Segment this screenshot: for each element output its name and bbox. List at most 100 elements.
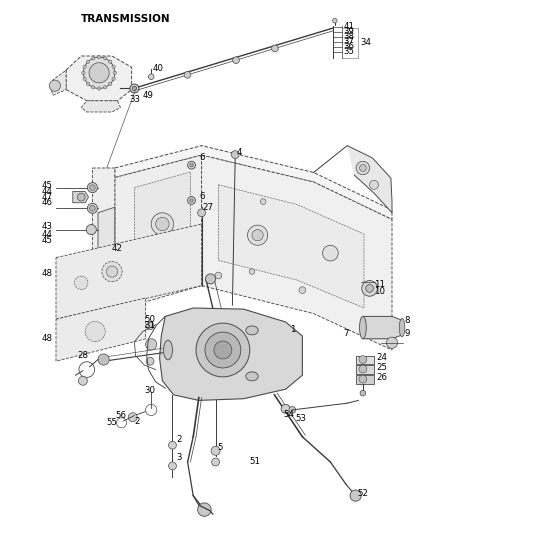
Circle shape [87,203,97,213]
Text: 27: 27 [203,203,214,212]
Circle shape [109,60,112,63]
Text: 6: 6 [199,153,204,162]
Circle shape [98,354,109,365]
Text: 44: 44 [41,187,52,196]
Circle shape [249,269,255,274]
Text: 1: 1 [290,325,296,334]
Circle shape [206,274,216,284]
Polygon shape [66,56,132,101]
Text: 41: 41 [343,22,354,31]
Circle shape [86,60,90,63]
Text: 51: 51 [249,458,260,466]
Text: 47: 47 [41,193,52,202]
Circle shape [83,57,115,88]
Circle shape [102,262,122,282]
Circle shape [109,82,112,86]
Circle shape [87,183,97,193]
Circle shape [89,63,109,83]
Text: 44: 44 [41,230,52,239]
Ellipse shape [164,340,172,360]
Circle shape [49,80,60,91]
Text: 40: 40 [153,64,164,73]
Text: 28: 28 [77,351,88,360]
Polygon shape [356,365,374,374]
Circle shape [132,86,137,91]
Text: 46: 46 [41,198,52,207]
Polygon shape [363,316,402,339]
Circle shape [360,390,366,396]
Circle shape [190,199,193,202]
Circle shape [205,332,241,368]
Circle shape [146,357,154,365]
Text: 45: 45 [41,181,52,190]
Text: 37: 37 [343,37,354,46]
Text: 48: 48 [41,269,52,278]
Circle shape [356,161,370,175]
Circle shape [212,458,220,466]
Circle shape [78,376,87,385]
Circle shape [360,165,366,171]
Ellipse shape [246,326,258,335]
Circle shape [184,72,191,78]
Circle shape [198,503,211,516]
Text: 26: 26 [376,373,388,382]
Text: 24: 24 [376,353,388,362]
Text: 2: 2 [134,417,140,426]
Circle shape [196,323,250,377]
Text: 42: 42 [112,244,123,253]
Circle shape [112,77,115,81]
Polygon shape [81,101,120,112]
Circle shape [77,193,85,201]
Circle shape [91,57,95,60]
Circle shape [90,185,95,190]
Text: 45: 45 [41,236,52,245]
Circle shape [370,180,379,189]
Polygon shape [356,356,374,364]
Circle shape [233,57,240,64]
Text: 2: 2 [176,435,182,444]
Text: 43: 43 [41,222,52,231]
Circle shape [83,65,86,68]
Polygon shape [98,207,115,258]
Circle shape [366,284,374,292]
Text: 6: 6 [199,192,204,200]
Text: 7: 7 [343,329,348,338]
Circle shape [91,86,95,89]
Circle shape [193,244,199,249]
Circle shape [281,404,290,413]
Circle shape [104,57,107,60]
Ellipse shape [399,318,405,337]
Circle shape [106,266,118,277]
Text: 55: 55 [106,418,118,427]
Polygon shape [115,146,392,220]
Circle shape [248,225,268,245]
Text: 5: 5 [217,444,223,452]
Circle shape [214,341,232,359]
Text: 49: 49 [143,91,153,100]
Polygon shape [356,375,374,384]
Circle shape [333,18,337,23]
Circle shape [170,254,177,261]
Text: 56: 56 [115,411,126,420]
Text: 39: 39 [343,27,354,36]
Text: 38: 38 [343,32,354,41]
Text: 30: 30 [144,386,156,395]
Circle shape [128,413,137,422]
Text: 8: 8 [404,316,410,325]
Text: 34: 34 [360,38,371,47]
Polygon shape [92,168,115,319]
Text: 11: 11 [374,280,385,289]
Circle shape [350,490,361,501]
Circle shape [231,151,239,158]
Circle shape [260,199,266,204]
Text: 9: 9 [404,329,410,338]
Text: 3: 3 [176,453,182,462]
Circle shape [198,209,206,217]
Text: 48: 48 [41,334,52,343]
Circle shape [104,86,107,89]
Text: 4: 4 [236,148,242,157]
Circle shape [169,441,176,449]
Circle shape [359,365,367,373]
Text: 31: 31 [144,321,156,330]
Circle shape [188,161,195,169]
